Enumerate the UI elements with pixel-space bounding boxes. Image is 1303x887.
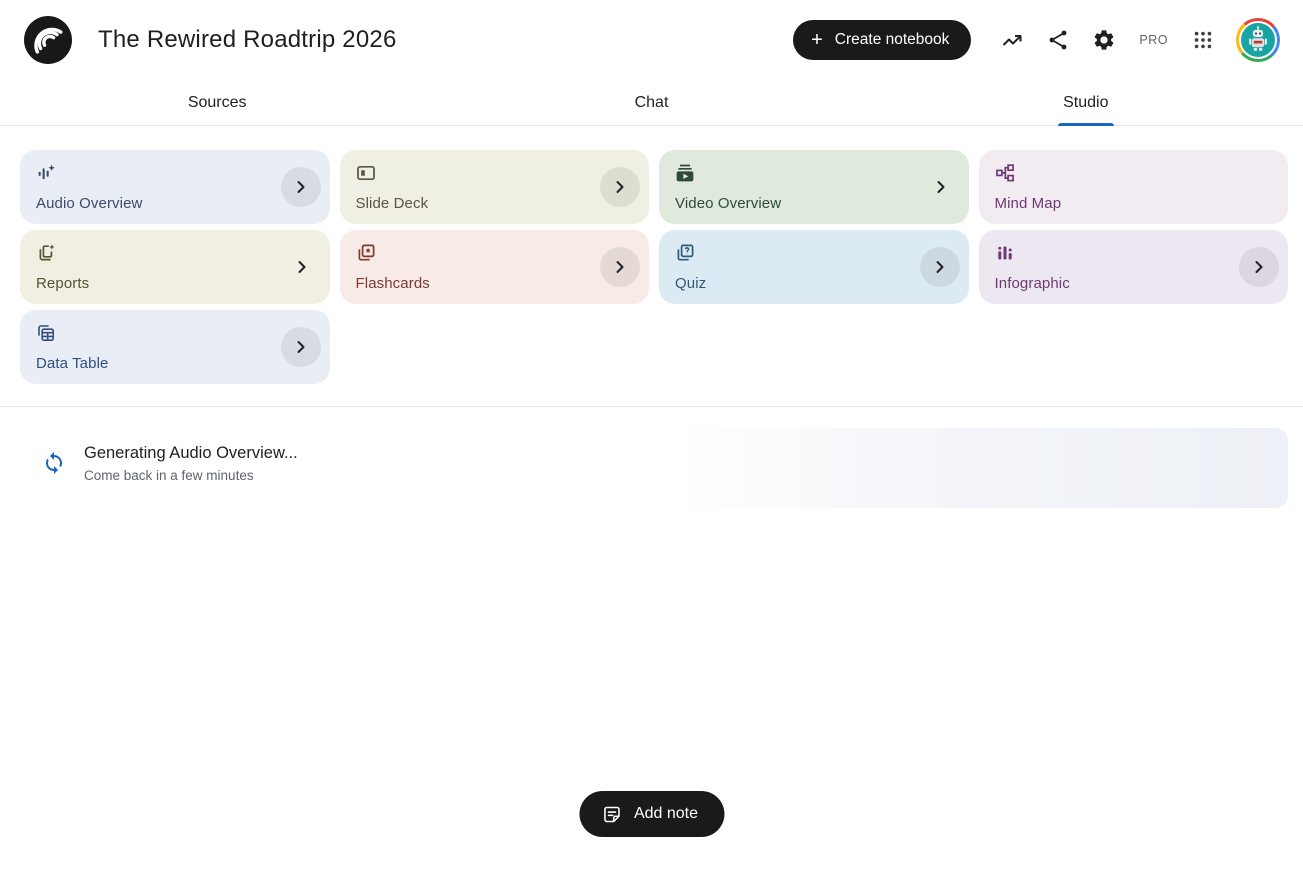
- tab-label: Studio: [1063, 93, 1109, 111]
- tab-label: Chat: [634, 93, 669, 111]
- studio-card-slide-deck[interactable]: Slide Deck: [339, 150, 649, 224]
- generating-status-row[interactable]: Generating Audio Overview... Come back i…: [20, 428, 1288, 508]
- panel-tabs: Sources Chat Studio: [0, 80, 1303, 126]
- chevron-right-icon[interactable]: [280, 327, 321, 367]
- account-avatar[interactable]: [1236, 18, 1280, 62]
- section-divider: [0, 406, 1303, 407]
- flashcards-icon: [356, 243, 376, 263]
- google-apps-grid-icon[interactable]: [1190, 27, 1216, 53]
- generating-subtitle: Come back in a few minutes: [84, 468, 254, 483]
- data-table-icon: [36, 323, 56, 343]
- studio-card-infographic[interactable]: Infographic: [978, 230, 1288, 304]
- studio-cards-grid: Audio Overview Slide Deck Video Overview Mi…: [0, 126, 1303, 384]
- reports-icon: [36, 243, 56, 263]
- mind-map-icon: [995, 163, 1015, 183]
- chevron-right-icon[interactable]: [1239, 247, 1279, 287]
- tab-chat[interactable]: Chat: [434, 80, 868, 125]
- studio-card-label: Slide Deck: [355, 195, 429, 212]
- notebook-title[interactable]: The Rewired Roadtrip 2026: [98, 26, 397, 53]
- chevron-right-icon[interactable]: [919, 247, 960, 287]
- studio-card-flashcards[interactable]: Flashcards: [339, 230, 649, 304]
- tab-studio[interactable]: Studio: [869, 80, 1303, 126]
- studio-card-label: Flashcards: [355, 275, 430, 292]
- loading-skeleton: [675, 428, 1288, 508]
- studio-card-data-table[interactable]: Data Table: [20, 310, 330, 384]
- sync-spinner-icon: [42, 451, 66, 475]
- tab-label: Sources: [187, 93, 247, 111]
- add-note-label: Add note: [633, 805, 699, 822]
- create-notebook-button[interactable]: + Create notebook: [793, 20, 972, 60]
- studio-card-audio-overview[interactable]: Audio Overview: [20, 150, 330, 224]
- add-note-button[interactable]: Add note: [578, 791, 725, 837]
- chevron-right-icon[interactable]: [929, 175, 953, 199]
- studio-card-label: Reports: [36, 275, 90, 292]
- studio-card-mind-map[interactable]: Mind Map: [978, 150, 1288, 224]
- studio-card-label: Data Table: [36, 355, 109, 372]
- quiz-icon: [675, 243, 695, 263]
- share-icon[interactable]: [1045, 27, 1071, 53]
- infographic-icon: [995, 243, 1015, 263]
- chevron-right-icon[interactable]: [600, 247, 640, 287]
- generating-title: Generating Audio Overview...: [84, 444, 298, 462]
- robot-avatar-image: [1239, 21, 1277, 59]
- app-header: The Rewired Roadtrip 2026 + Create noteb…: [0, 0, 1303, 80]
- studio-card-label: Infographic: [994, 275, 1070, 292]
- pro-badge: PRO: [1139, 33, 1168, 47]
- tab-sources[interactable]: Sources: [0, 80, 434, 125]
- audio-overview-icon: [36, 163, 56, 183]
- studio-card-label: Video Overview: [675, 195, 782, 212]
- note-icon: [601, 804, 622, 825]
- notebooklm-logo-icon[interactable]: [24, 16, 72, 64]
- analytics-trending-icon[interactable]: [999, 27, 1025, 53]
- plus-icon: +: [811, 29, 823, 51]
- settings-gear-icon[interactable]: [1091, 27, 1117, 53]
- studio-card-label: Mind Map: [994, 195, 1062, 212]
- slide-deck-icon: [356, 163, 376, 183]
- chevron-right-icon[interactable]: [280, 167, 321, 207]
- chevron-right-icon[interactable]: [290, 255, 314, 279]
- chevron-right-icon[interactable]: [600, 167, 640, 207]
- studio-card-label: Quiz: [675, 275, 707, 292]
- create-notebook-label: Create notebook: [834, 31, 950, 48]
- active-tab-underline: [1057, 123, 1114, 126]
- video-overview-icon: [675, 163, 695, 183]
- studio-card-video-overview[interactable]: Video Overview: [659, 150, 969, 224]
- studio-card-label: Audio Overview: [36, 195, 143, 212]
- studio-card-quiz[interactable]: Quiz: [659, 230, 969, 304]
- studio-card-reports[interactable]: Reports: [20, 230, 330, 304]
